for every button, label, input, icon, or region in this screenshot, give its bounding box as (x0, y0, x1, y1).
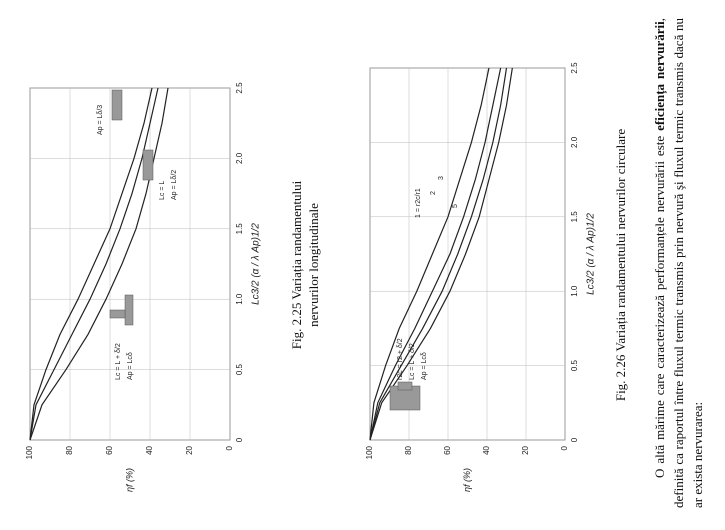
x-tick-label: 0.5 (570, 359, 579, 371)
x-tick-label: 2.0 (235, 152, 244, 164)
annotation: Ap = Lδ/2 (171, 170, 178, 200)
caption-2: Fig. 2.26 Variația randamentului nervuri… (612, 0, 629, 530)
curve (29, 87, 169, 441)
x-tick-label: 1.0 (570, 285, 579, 297)
y-tick-label: 0 (225, 445, 234, 450)
y-axis-label: ηf (%) (124, 468, 134, 492)
caption-line: nervurilor longitudinale (306, 203, 321, 327)
y-tick-label: 60 (443, 445, 452, 454)
annotation: 5 (452, 204, 459, 208)
plot-frame (29, 87, 231, 441)
fin-sketch (124, 294, 134, 326)
x-axis-label: Lc3/2 (α / λ Ap)1/2 (586, 213, 597, 295)
annotation: r2c = r2 + δ/2 (397, 338, 404, 380)
term: eficiența nervurării (652, 21, 667, 131)
annotation: Lc = L (159, 181, 166, 200)
x-tick-label: 0 (235, 437, 244, 442)
fin-sketch (142, 149, 154, 181)
y-tick-label: 80 (65, 445, 74, 454)
curve (369, 67, 508, 441)
curve (369, 67, 490, 441)
y-tick-label: 20 (521, 445, 530, 454)
annotation: Lc = L + δ/2 (115, 343, 122, 380)
caption-line: Fig. 2.26 Variația randamentului nervuri… (613, 128, 628, 402)
y-tick-label: 40 (145, 445, 154, 454)
x-axis-label: Lc3/2 (α / λ Ap)1/2 (251, 223, 262, 305)
caption-1: Fig. 2.25 Variația randamentului nervuri… (288, 0, 322, 530)
y-tick-label: 80 (404, 445, 413, 454)
paragraph: O altă mărime care caracterizează perfor… (650, 18, 707, 508)
annotation: 3 (438, 176, 445, 180)
y-tick-label: 20 (185, 445, 194, 454)
y-axis-label: ηf (%) (462, 468, 472, 492)
caption-line: Fig. 2.25 Variația randamentului (289, 180, 304, 350)
y-tick-label: 0 (560, 445, 569, 450)
x-tick-label: 1.5 (235, 223, 244, 235)
curve (29, 87, 153, 441)
fin-sketch (397, 381, 413, 391)
x-tick-label: 0.5 (235, 363, 244, 375)
curve (369, 67, 502, 441)
annotation: Ap = Lcδ (127, 352, 134, 380)
y-tick-label: 40 (482, 445, 491, 454)
y-tick-label: 100 (25, 445, 34, 459)
x-tick-label: 2.5 (570, 62, 579, 74)
annotation: 2 (430, 191, 437, 195)
fin-sketch (109, 309, 126, 319)
annotation: Lc = L + δ/2 (409, 343, 416, 380)
curve (369, 67, 513, 441)
curve (29, 87, 159, 441)
x-tick-label: 1.0 (235, 293, 244, 305)
x-tick-label: 2.0 (570, 136, 579, 148)
x-tick-label: 2.5 (235, 82, 244, 94)
annotation: 1 = r2c/r1 (415, 188, 422, 218)
y-tick-label: 100 (365, 445, 374, 459)
annotation: Ap = Lδ/3 (97, 105, 104, 135)
fin-sketch (111, 89, 123, 121)
x-tick-label: 1.5 (570, 211, 579, 223)
y-tick-label: 60 (105, 445, 114, 454)
text: O altă mărime care caracterizează perfor… (652, 130, 667, 478)
x-tick-label: 0 (570, 437, 579, 442)
annotation: Ap = Lcδ (421, 352, 428, 380)
